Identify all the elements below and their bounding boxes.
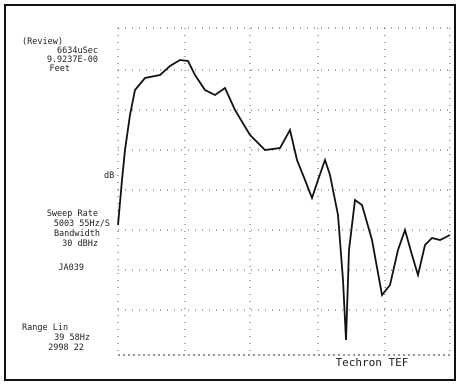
distance: 9.9237E-00	[47, 55, 98, 65]
bandwidth-value: 30 dBHz	[62, 239, 98, 249]
range-high: 2998 22	[48, 343, 84, 353]
brand: Techron TEF	[336, 356, 409, 369]
bandwidth-label: Bandwidth	[54, 229, 100, 239]
unit: Feet	[50, 64, 70, 74]
time: 6634uSec	[57, 46, 98, 56]
range-label: Range Lin	[22, 323, 68, 333]
frame	[4, 4, 456, 381]
mode: (Review)	[22, 37, 63, 47]
sweep-label: Sweep Rate	[47, 209, 98, 219]
y-axis-label: dB	[104, 171, 114, 181]
range-low: 39 58Hz	[54, 333, 90, 343]
response-trace	[117, 59, 451, 341]
sweep-value: 5003 55Hz/S	[54, 219, 110, 229]
grid	[117, 27, 451, 356]
id: JA039	[58, 263, 84, 273]
